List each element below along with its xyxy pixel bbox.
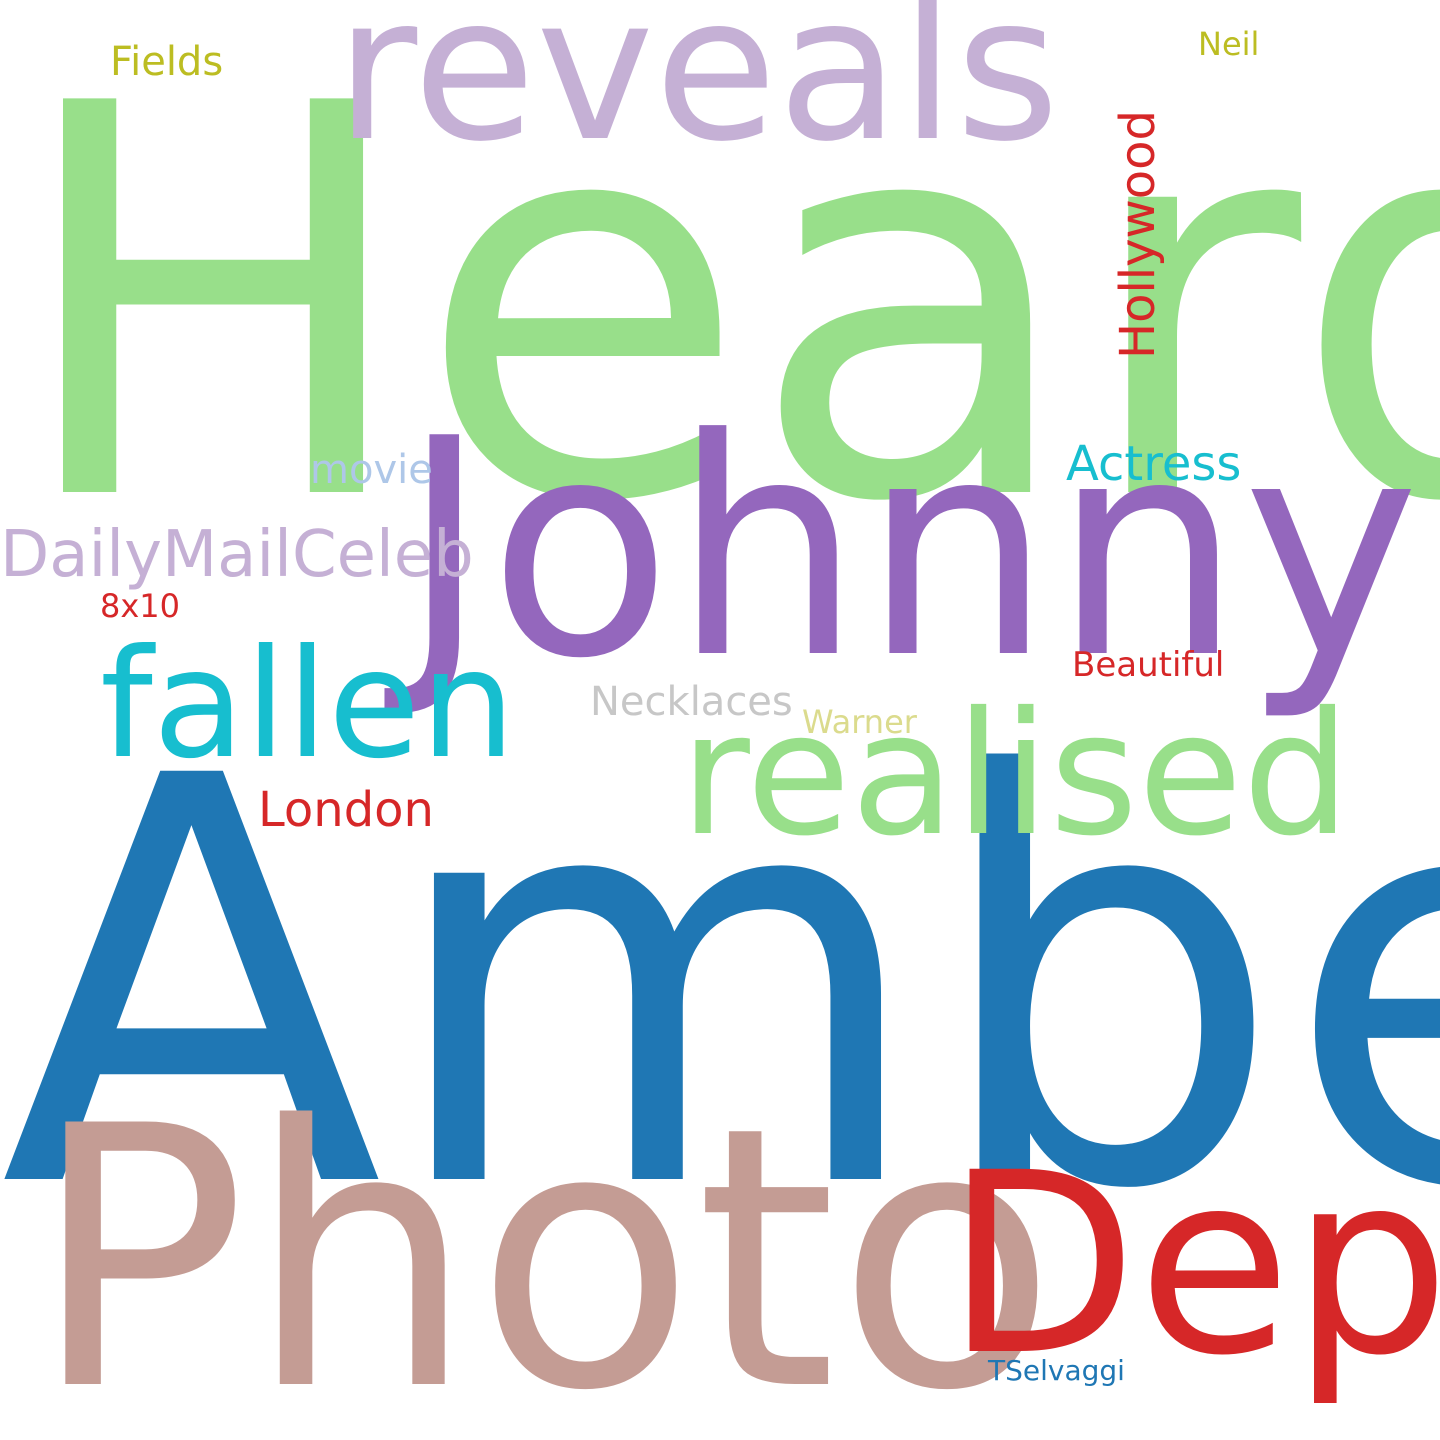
word-fallen: fallen bbox=[100, 618, 516, 792]
word-heard: Heard bbox=[10, 0, 1440, 620]
word-hollywood: Hollywood bbox=[1110, 110, 1166, 359]
word-photo: Photo bbox=[30, 1050, 1057, 1440]
word-london: London bbox=[258, 782, 434, 838]
word-reveals: reveals bbox=[335, 0, 1060, 186]
word-movie: movie bbox=[310, 447, 433, 493]
word-actress: Actress bbox=[1066, 436, 1242, 492]
word-8x10: 8x10 bbox=[100, 587, 181, 625]
word-beautiful: Beautiful bbox=[1072, 645, 1225, 685]
word-amber: Amber bbox=[0, 660, 1440, 1312]
word-necklaces: Necklaces bbox=[590, 679, 793, 725]
word-tselvaggi: TSelvaggi bbox=[988, 1354, 1125, 1387]
word-neil: Neil bbox=[1198, 25, 1260, 63]
word-depp: Depp bbox=[945, 1119, 1440, 1410]
word-warner: Warner bbox=[802, 703, 917, 741]
word-dailymailceleb: DailyMailCeleb bbox=[0, 518, 474, 592]
word-realised: realised bbox=[680, 676, 1351, 874]
word-johnny: Johnny bbox=[400, 375, 1420, 724]
word-fields: Fields bbox=[110, 39, 224, 85]
